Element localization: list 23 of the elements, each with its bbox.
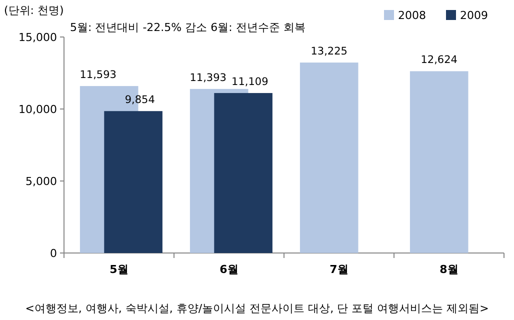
- legend-label: 2009: [460, 9, 488, 22]
- bar: [300, 62, 358, 253]
- bar: [214, 93, 272, 253]
- y-tick-label: 0: [50, 247, 57, 260]
- data-label: 11,593: [80, 69, 116, 82]
- chart-subtitle: 5월: 전년대비 -22.5% 감소 6월: 전년수준 회복: [70, 21, 306, 34]
- data-label: 13,225: [310, 46, 348, 58]
- y-tick-label: 15,000: [18, 31, 57, 44]
- data-label: 11,393: [190, 72, 226, 84]
- x-tick-label: 8월: [440, 263, 458, 276]
- x-tick-label: 6월: [220, 263, 238, 276]
- x-tick-label: 5월: [110, 263, 128, 276]
- data-label: 11,109: [232, 76, 268, 88]
- bar: [410, 71, 468, 253]
- x-tick-label: 7월: [330, 263, 348, 276]
- y-tick-label: 10,000: [18, 103, 57, 116]
- bar: [104, 111, 162, 253]
- y-tick-label: 5,000: [26, 175, 57, 188]
- data-label: 12,624: [420, 54, 458, 66]
- legend-label: 2008: [398, 9, 426, 22]
- text: <여행정보, 여행사, 숙박시설, 휴양/놀이시설 전문사이트 대상, 단 포털 여행서비스는 제외됨>: [25, 302, 489, 315]
- data-label: 9,854: [124, 94, 156, 106]
- y-axis-title: (단위: 천명): [4, 4, 64, 17]
